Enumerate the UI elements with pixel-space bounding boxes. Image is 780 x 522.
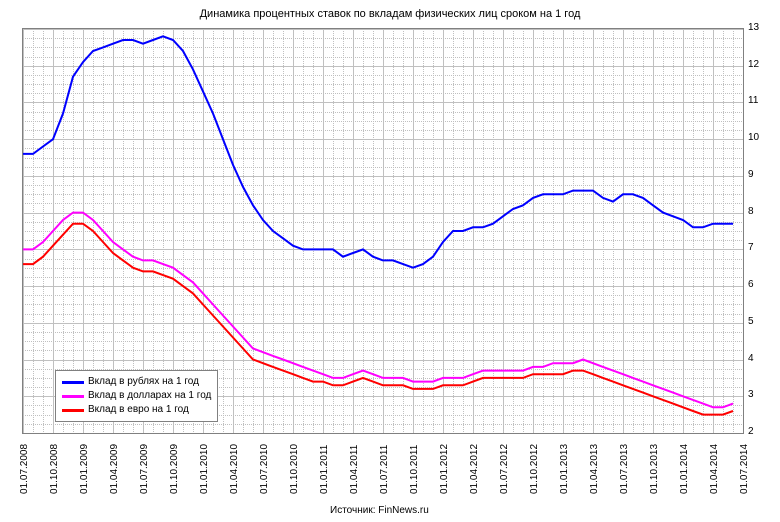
x-tick: 01.04.2014 bbox=[709, 444, 720, 494]
y-tick: 2 bbox=[748, 426, 778, 437]
x-tick: 01.01.2011 bbox=[319, 445, 330, 494]
x-tick: 01.07.2009 bbox=[139, 444, 150, 494]
y-tick: 3 bbox=[748, 389, 778, 400]
legend: Вклад в рублях на 1 годВклад в долларах … bbox=[55, 370, 218, 422]
x-tick: 01.01.2010 bbox=[199, 444, 210, 494]
y-tick: 7 bbox=[748, 242, 778, 253]
x-tick: 01.07.2011 bbox=[379, 445, 390, 494]
x-tick: 01.04.2009 bbox=[109, 444, 120, 494]
y-tick: 12 bbox=[748, 59, 778, 70]
x-tick: 01.07.2010 bbox=[259, 444, 270, 494]
y-tick: 4 bbox=[748, 353, 778, 364]
series-line bbox=[23, 36, 733, 267]
legend-item: Вклад в долларах на 1 год bbox=[62, 389, 211, 403]
x-tick: 01.10.2010 bbox=[289, 444, 300, 494]
x-tick: 01.10.2012 bbox=[529, 444, 540, 494]
x-tick: 01.10.2011 bbox=[409, 445, 420, 494]
legend-swatch bbox=[62, 395, 84, 398]
y-tick: 11 bbox=[748, 95, 778, 106]
x-tick: 01.10.2008 bbox=[49, 444, 60, 494]
legend-label: Вклад в евро на 1 год bbox=[88, 403, 189, 417]
x-tick: 01.10.2013 bbox=[649, 444, 660, 494]
legend-swatch bbox=[62, 409, 84, 412]
x-tick: 01.01.2014 bbox=[679, 444, 690, 494]
y-tick: 6 bbox=[748, 279, 778, 290]
x-tick: 01.10.2009 bbox=[169, 444, 180, 494]
x-tick: 01.04.2013 bbox=[589, 444, 600, 494]
source-label: Источник: FinNews.ru bbox=[330, 505, 429, 516]
legend-swatch bbox=[62, 381, 84, 384]
x-tick: 01.07.2014 bbox=[739, 444, 750, 494]
legend-label: Вклад в рублях на 1 год bbox=[88, 375, 199, 389]
y-tick: 8 bbox=[748, 206, 778, 217]
legend-item: Вклад в рублях на 1 год bbox=[62, 375, 211, 389]
y-tick: 5 bbox=[748, 316, 778, 327]
x-tick: 01.04.2012 bbox=[469, 444, 480, 494]
x-tick: 01.07.2013 bbox=[619, 444, 630, 494]
chart-title: Динамика процентных ставок по вкладам фи… bbox=[0, 8, 780, 20]
legend-item: Вклад в евро на 1 год bbox=[62, 403, 211, 417]
y-tick: 9 bbox=[748, 169, 778, 180]
x-tick: 01.01.2013 bbox=[559, 444, 570, 494]
x-tick: 01.01.2012 bbox=[439, 444, 450, 494]
x-tick: 01.04.2011 bbox=[349, 445, 360, 494]
x-tick: 01.01.2009 bbox=[79, 444, 90, 494]
y-tick: 13 bbox=[748, 22, 778, 33]
x-tick: 01.04.2010 bbox=[229, 444, 240, 494]
y-tick: 10 bbox=[748, 132, 778, 143]
legend-label: Вклад в долларах на 1 год bbox=[88, 389, 211, 403]
x-tick: 01.07.2008 bbox=[19, 444, 30, 494]
x-tick: 01.07.2012 bbox=[499, 444, 510, 494]
